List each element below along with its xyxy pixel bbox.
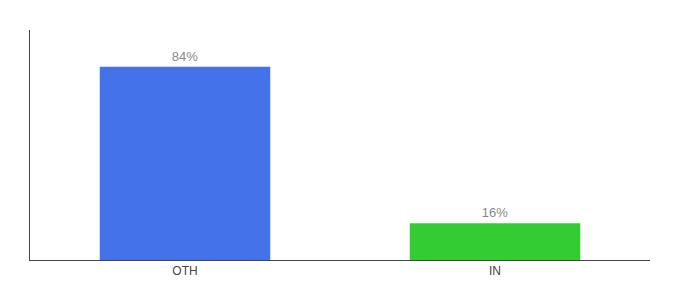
svg-text:OTH: OTH: [172, 264, 197, 278]
svg-text:IN: IN: [489, 264, 501, 278]
svg-text:84%: 84%: [172, 49, 198, 64]
svg-text:16%: 16%: [482, 205, 508, 220]
